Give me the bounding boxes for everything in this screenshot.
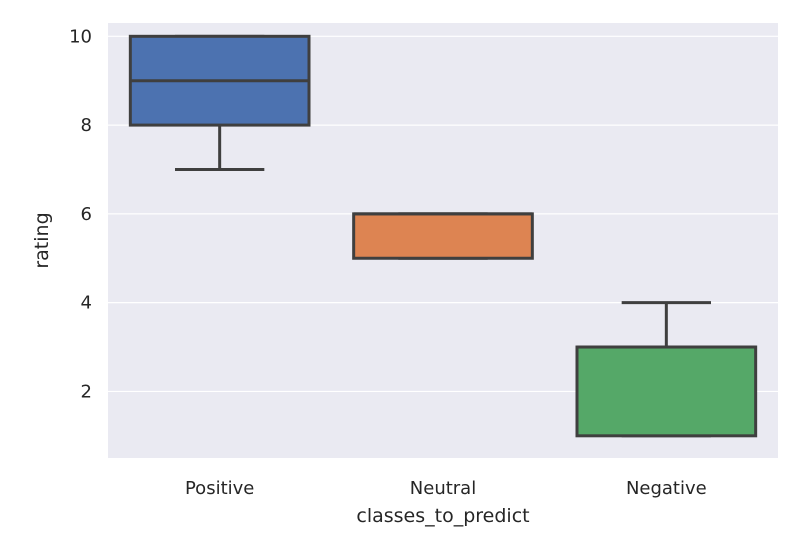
y-axis-label: rating bbox=[31, 212, 53, 268]
x-axis-label: classes_to_predict bbox=[356, 505, 529, 527]
x-tick-label: Positive bbox=[185, 478, 254, 499]
x-axis-ticks: Positive Neutral Negative bbox=[185, 478, 707, 499]
y-axis-ticks: 2 4 6 8 10 bbox=[69, 26, 92, 402]
y-tick-label: 8 bbox=[81, 115, 92, 136]
x-tick-label: Negative bbox=[626, 478, 707, 499]
box-body bbox=[352, 212, 534, 260]
y-tick-label: 10 bbox=[69, 26, 92, 47]
box-negative bbox=[575, 301, 758, 438]
box-positive bbox=[128, 34, 311, 171]
y-tick-label: 4 bbox=[81, 293, 92, 314]
x-tick-label: Neutral bbox=[410, 478, 476, 499]
box-series bbox=[128, 34, 758, 438]
box-neutral bbox=[352, 212, 534, 260]
y-tick-label: 6 bbox=[81, 204, 92, 225]
box-body bbox=[575, 345, 758, 438]
y-tick-label: 2 bbox=[81, 381, 92, 402]
